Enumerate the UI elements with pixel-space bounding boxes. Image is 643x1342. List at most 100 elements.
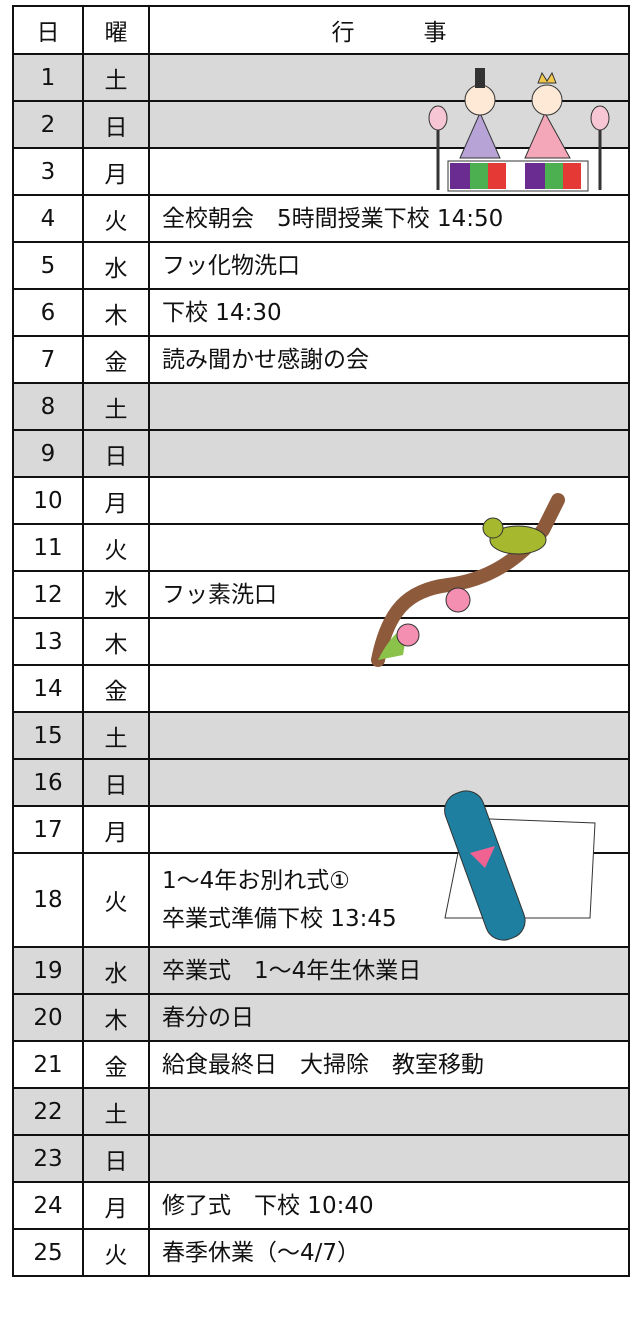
event-text: 下校 14:30 — [162, 299, 282, 326]
schedule-row: 14 金 — [12, 664, 630, 713]
event-text: 春季休業（～4/7） — [162, 1239, 361, 1266]
day-cell: 16 — [12, 758, 84, 807]
weekday-cell: 金 — [82, 1040, 150, 1089]
day-cell: 21 — [12, 1040, 84, 1089]
weekday-cell: 土 — [82, 53, 150, 102]
schedule-row: 25 火春季休業（～4/7） — [12, 1228, 630, 1277]
day-cell: 8 — [12, 382, 84, 431]
weekday-cell: 日 — [82, 100, 150, 149]
events-cell: 春季休業（～4/7） — [148, 1228, 630, 1277]
event-text: フッ素洗口 — [162, 581, 277, 608]
day-cell: 25 — [12, 1228, 84, 1277]
day-cell: 2 — [12, 100, 84, 149]
events-cell — [148, 1134, 630, 1183]
weekday-cell: 火 — [82, 194, 150, 243]
events-cell — [148, 711, 630, 760]
events-cell: フッ素洗口 — [148, 570, 630, 619]
day-cell: 24 — [12, 1181, 84, 1230]
day-cell: 13 — [12, 617, 84, 666]
weekday-cell: 水 — [82, 241, 150, 290]
events-cell — [148, 100, 630, 149]
weekday-cell: 土 — [82, 382, 150, 431]
events-cell — [148, 664, 630, 713]
events-cell: 下校 14:30 — [148, 288, 630, 337]
schedule-row: 7 金読み聞かせ感謝の会 — [12, 335, 630, 384]
day-cell: 3 — [12, 147, 84, 196]
events-cell: 給食最終日 大掃除 教室移動 — [148, 1040, 630, 1089]
events-cell: 1～4年お別れ式① 卒業式準備下校 13:45 — [148, 852, 630, 948]
event-text: 卒業式 1～4年生休業日 — [162, 957, 422, 984]
events-cell — [148, 382, 630, 431]
schedule-table: 日 曜 行 事 1 土 2 日 3 月 4 火全校朝会 5時間授業下校 14:50 5 水フッ化物… — [12, 5, 630, 1277]
events-cell — [148, 758, 630, 807]
schedule-row: 13 木 — [12, 617, 630, 666]
events-cell — [148, 147, 630, 196]
event-text: 春分の日 — [162, 1004, 254, 1031]
day-cell: 14 — [12, 664, 84, 713]
weekday-cell: 日 — [82, 758, 150, 807]
weekday-cell: 月 — [82, 476, 150, 525]
day-cell: 22 — [12, 1087, 84, 1136]
day-cell: 19 — [12, 946, 84, 995]
events-cell — [148, 53, 630, 102]
schedule-row: 12 水フッ素洗口 — [12, 570, 630, 619]
event-text: 読み聞かせ感謝の会 — [162, 346, 369, 373]
day-cell: 18 — [12, 852, 84, 948]
weekday-cell: 土 — [82, 711, 150, 760]
events-cell — [148, 523, 630, 572]
weekday-cell: 火 — [82, 852, 150, 948]
header-day: 日 — [12, 5, 84, 55]
weekday-cell: 金 — [82, 335, 150, 384]
day-cell: 11 — [12, 523, 84, 572]
weekday-cell: 土 — [82, 1087, 150, 1136]
weekday-cell: 月 — [82, 805, 150, 854]
events-cell — [148, 429, 630, 478]
schedule-row: 15 土 — [12, 711, 630, 760]
schedule-row: 19 水卒業式 1～4年生休業日 — [12, 946, 630, 995]
events-cell — [148, 1087, 630, 1136]
schedule-row: 17 月 — [12, 805, 630, 854]
weekday-cell: 金 — [82, 664, 150, 713]
day-cell: 1 — [12, 53, 84, 102]
events-cell: 卒業式 1～4年生休業日 — [148, 946, 630, 995]
day-cell: 7 — [12, 335, 84, 384]
header-weekday: 曜 — [82, 5, 150, 55]
weekday-cell: 火 — [82, 1228, 150, 1277]
event-text: 全校朝会 5時間授業下校 14:50 — [162, 205, 504, 232]
weekday-cell: 月 — [82, 1181, 150, 1230]
schedule-row: 22 土 — [12, 1087, 630, 1136]
header-events: 行 事 — [148, 5, 630, 55]
events-cell — [148, 805, 630, 854]
table-body: 1 土 2 日 3 月 4 火全校朝会 5時間授業下校 14:50 5 水フッ化物洗口 6 木下校 1… — [12, 53, 630, 1277]
schedule-row: 18 火 1～4年お別れ式① 卒業式準備下校 13:45 — [12, 852, 630, 948]
weekday-cell: 月 — [82, 147, 150, 196]
weekday-cell: 火 — [82, 523, 150, 572]
events-cell: 修了式 下校 10:40 — [148, 1181, 630, 1230]
schedule-row: 5 水フッ化物洗口 — [12, 241, 630, 290]
event-text: 1～4年お別れ式① — [162, 868, 350, 894]
event-text: 修了式 下校 10:40 — [162, 1192, 374, 1219]
events-cell: 全校朝会 5時間授業下校 14:50 — [148, 194, 630, 243]
event-text: フッ化物洗口 — [162, 252, 300, 279]
weekday-cell: 木 — [82, 288, 150, 337]
weekday-cell: 水 — [82, 570, 150, 619]
event-text: 給食最終日 大掃除 教室移動 — [162, 1051, 484, 1078]
weekday-cell: 木 — [82, 993, 150, 1042]
day-cell: 5 — [12, 241, 84, 290]
weekday-cell: 日 — [82, 429, 150, 478]
schedule-row: 24 月修了式 下校 10:40 — [12, 1181, 630, 1230]
schedule-row: 16 日 — [12, 758, 630, 807]
day-cell: 15 — [12, 711, 84, 760]
day-cell: 17 — [12, 805, 84, 854]
day-cell: 20 — [12, 993, 84, 1042]
events-cell: フッ化物洗口 — [148, 241, 630, 290]
events-cell — [148, 617, 630, 666]
day-cell: 6 — [12, 288, 84, 337]
day-cell: 4 — [12, 194, 84, 243]
weekday-cell: 水 — [82, 946, 150, 995]
schedule-row: 10 月 — [12, 476, 630, 525]
